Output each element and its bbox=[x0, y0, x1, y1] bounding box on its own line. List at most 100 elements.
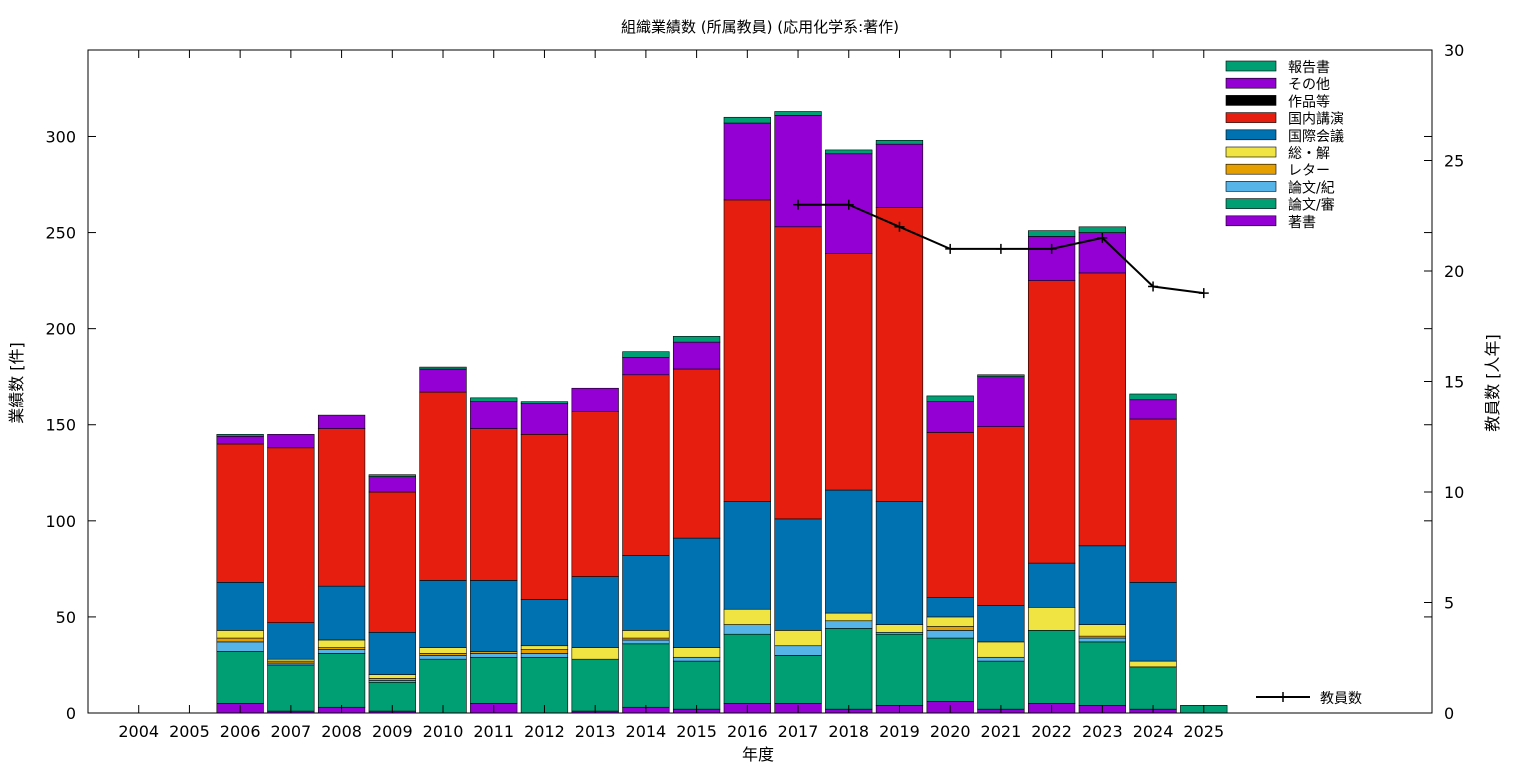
bar-2008-5 bbox=[317, 585, 366, 641]
bar-2010-6 bbox=[419, 391, 467, 581]
bar-2023-9 bbox=[1078, 226, 1126, 233]
bar-2009-4 bbox=[368, 674, 416, 679]
bar-2013-1 bbox=[571, 658, 619, 712]
y2-tick-label: 0 bbox=[1444, 704, 1454, 723]
bar-2016-1 bbox=[723, 633, 771, 704]
bar-2017-2 bbox=[774, 645, 822, 656]
legend-label: 論文/審 bbox=[1288, 198, 1335, 214]
bar-2024-4 bbox=[1129, 660, 1177, 668]
bar-2020-5 bbox=[926, 597, 974, 618]
bar-2017-1 bbox=[774, 655, 822, 704]
bar-2008-2 bbox=[317, 649, 366, 654]
bar-2006-1 bbox=[216, 651, 264, 704]
bar-2016-9 bbox=[723, 116, 771, 124]
chart-title: 組織業績数 (所属教員) (応用化学系:著作) bbox=[621, 18, 899, 36]
x-tick-label: 2022 bbox=[1031, 722, 1072, 741]
bar-2024-1 bbox=[1129, 666, 1177, 710]
x-tick-label: 2015 bbox=[676, 722, 717, 741]
x-tick-label: 2009 bbox=[372, 722, 413, 741]
bar-2008-8 bbox=[317, 414, 366, 429]
bar-2007-1 bbox=[267, 664, 315, 712]
x-tick-label: 2024 bbox=[1133, 722, 1174, 741]
bar-2018-4 bbox=[825, 612, 873, 622]
bar-2012-5 bbox=[520, 599, 569, 647]
bar-2017-4 bbox=[774, 630, 822, 647]
bar-2012-1 bbox=[520, 656, 569, 714]
bar-2016-2 bbox=[723, 624, 771, 635]
bar-2021-1 bbox=[977, 660, 1025, 710]
bar-2011-5 bbox=[470, 580, 518, 652]
legend-label: 報告書 bbox=[1288, 60, 1330, 76]
legend-label: 国内講演 bbox=[1288, 112, 1344, 128]
bar-2022-4 bbox=[1027, 606, 1076, 631]
bar-2015-1 bbox=[672, 660, 721, 710]
bar-2017-6 bbox=[774, 226, 822, 520]
bar-2014-2 bbox=[622, 639, 670, 645]
x-tick-label: 2014 bbox=[626, 722, 667, 741]
bar-2014-4 bbox=[622, 630, 670, 639]
bar-2024-6 bbox=[1129, 418, 1177, 583]
y2-tick-label: 10 bbox=[1444, 483, 1464, 502]
bar-2017-9 bbox=[774, 111, 822, 116]
bar-2015-2 bbox=[672, 656, 721, 662]
legend-swatch bbox=[1225, 95, 1277, 106]
bar-2013-6 bbox=[571, 410, 619, 577]
x-tick-label: 2012 bbox=[524, 722, 565, 741]
bar-2014-9 bbox=[622, 351, 670, 358]
y-tick-label: 200 bbox=[45, 320, 76, 339]
bar-2008-1 bbox=[317, 653, 366, 708]
y2-tick-label: 30 bbox=[1444, 41, 1464, 60]
bar-2016-6 bbox=[723, 199, 771, 502]
bar-2015-5 bbox=[672, 537, 721, 648]
legend-label: 総・解 bbox=[1288, 146, 1330, 162]
x-tick-label: 2017 bbox=[778, 722, 819, 741]
x-tick-label: 2010 bbox=[423, 722, 464, 741]
legend-swatch bbox=[1225, 163, 1277, 175]
line-legend: 教員数 bbox=[1256, 691, 1362, 707]
bar-2023-1 bbox=[1078, 641, 1126, 706]
bar-2018-6 bbox=[825, 253, 873, 491]
bar-2024-5 bbox=[1129, 582, 1177, 662]
legend-swatch bbox=[1225, 198, 1277, 209]
bar-2010-2 bbox=[419, 655, 467, 660]
bar-2020-3 bbox=[926, 626, 974, 631]
legend-label: 著書 bbox=[1288, 215, 1316, 231]
x-tick-label: 2019 bbox=[879, 722, 920, 741]
y-tick-label: 0 bbox=[66, 704, 76, 723]
bar-2021-9 bbox=[977, 374, 1025, 377]
bar-2009-8 bbox=[368, 476, 416, 493]
bar-2020-1 bbox=[926, 637, 974, 702]
legend-swatch bbox=[1225, 60, 1277, 72]
bar-2008-4 bbox=[317, 639, 366, 648]
x-tick-label: 2007 bbox=[271, 722, 312, 741]
bar-2006-4 bbox=[216, 630, 264, 639]
y-axis-ticks: 0 50 100 150 200 250 300 bbox=[45, 127, 1432, 723]
bar-2020-6 bbox=[926, 432, 974, 598]
bar-2014-5 bbox=[622, 555, 670, 631]
bar-2012-9 bbox=[520, 401, 569, 404]
bar-2013-5 bbox=[571, 576, 619, 648]
bar-2015-9 bbox=[672, 336, 721, 343]
bar-2019-1 bbox=[875, 633, 924, 706]
bar-2023-2 bbox=[1078, 637, 1126, 643]
legend-label: 国際会議 bbox=[1288, 128, 1344, 145]
x-axis-ticks: 2004 2005 2006 2007 2008 2009 2010 2011 2012 2013… bbox=[118, 50, 1224, 741]
bar-2014-6 bbox=[622, 374, 670, 556]
bar-2010-1 bbox=[419, 658, 467, 714]
bar-layer bbox=[216, 111, 1228, 714]
bar-2021-6 bbox=[977, 426, 1025, 606]
bar-2020-8 bbox=[926, 401, 974, 433]
bar-2020-9 bbox=[926, 395, 974, 402]
line-layer bbox=[793, 199, 1209, 299]
bar-2009-6 bbox=[368, 491, 416, 633]
bar-2020-2 bbox=[926, 630, 974, 639]
bar-2016-4 bbox=[723, 608, 771, 625]
bar-2021-8 bbox=[977, 376, 1025, 427]
bar-2020-4 bbox=[926, 616, 974, 627]
bar-2017-5 bbox=[774, 518, 822, 631]
bar-2011-1 bbox=[470, 656, 518, 704]
bar-2012-2 bbox=[520, 653, 569, 658]
bar-2007-8 bbox=[267, 434, 315, 449]
bar-2016-5 bbox=[723, 501, 771, 610]
